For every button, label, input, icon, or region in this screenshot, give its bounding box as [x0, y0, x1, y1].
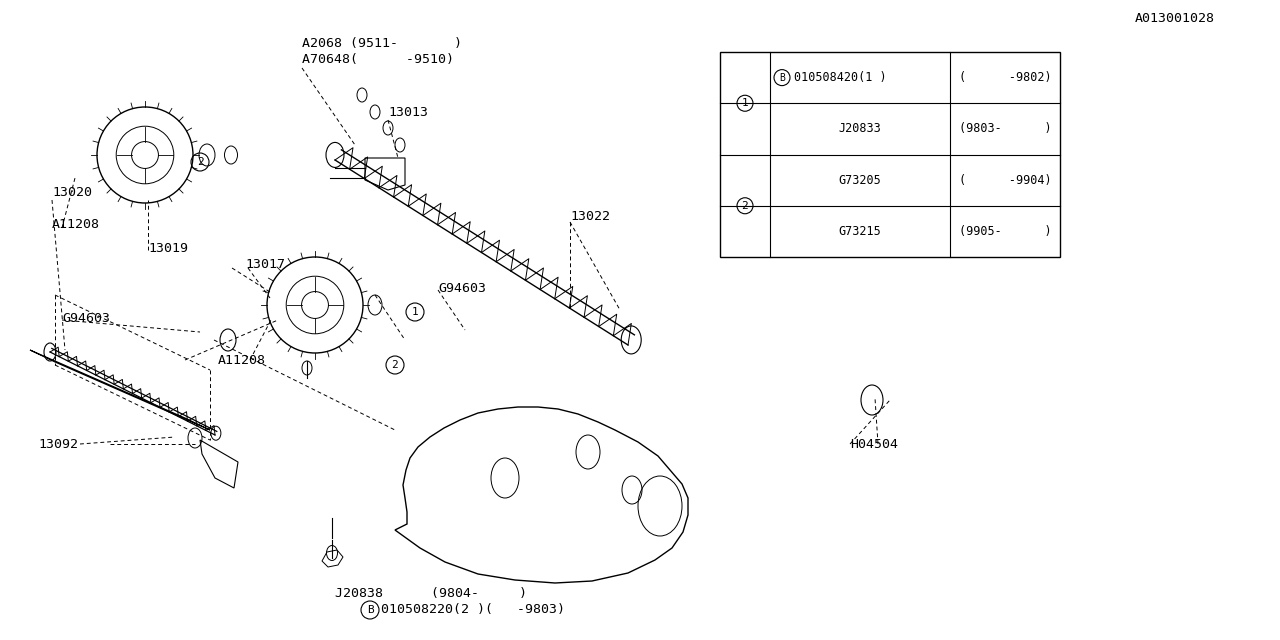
- Text: 2: 2: [392, 360, 398, 370]
- Text: G94603: G94603: [61, 312, 110, 324]
- Text: 010508420(1 ): 010508420(1 ): [794, 71, 887, 84]
- Text: 13013: 13013: [388, 106, 428, 118]
- Text: (9803-      ): (9803- ): [959, 122, 1051, 136]
- Text: A11208: A11208: [218, 353, 266, 367]
- Text: A70648(      -9510): A70648( -9510): [302, 54, 454, 67]
- Text: 13020: 13020: [52, 186, 92, 198]
- Text: 1: 1: [412, 307, 419, 317]
- Text: 2: 2: [197, 157, 204, 167]
- Text: A11208: A11208: [52, 218, 100, 232]
- Text: A2068 (9511-       ): A2068 (9511- ): [302, 38, 462, 51]
- Text: J20833: J20833: [838, 122, 882, 136]
- Text: B: B: [366, 605, 374, 615]
- Text: 13019: 13019: [148, 241, 188, 255]
- Text: G73215: G73215: [838, 225, 882, 238]
- Text: J20838      (9804-     ): J20838 (9804- ): [335, 588, 527, 600]
- Text: (      -9802): ( -9802): [959, 71, 1051, 84]
- Text: G73205: G73205: [838, 173, 882, 187]
- Text: 2: 2: [741, 201, 749, 211]
- Text: G94603: G94603: [438, 282, 486, 294]
- Text: (      -9904): ( -9904): [959, 173, 1051, 187]
- Text: 13022: 13022: [570, 209, 611, 223]
- Text: 1: 1: [741, 99, 749, 108]
- Text: (9905-      ): (9905- ): [959, 225, 1051, 238]
- Text: 13092: 13092: [38, 438, 78, 451]
- Text: 010508220(2 )(   -9803): 010508220(2 )( -9803): [381, 604, 564, 616]
- Bar: [719, 52, 1060, 257]
- Text: 13017: 13017: [244, 259, 285, 271]
- Text: H04504: H04504: [850, 438, 899, 451]
- Text: B: B: [780, 72, 785, 83]
- Text: A013001028: A013001028: [1135, 12, 1215, 24]
